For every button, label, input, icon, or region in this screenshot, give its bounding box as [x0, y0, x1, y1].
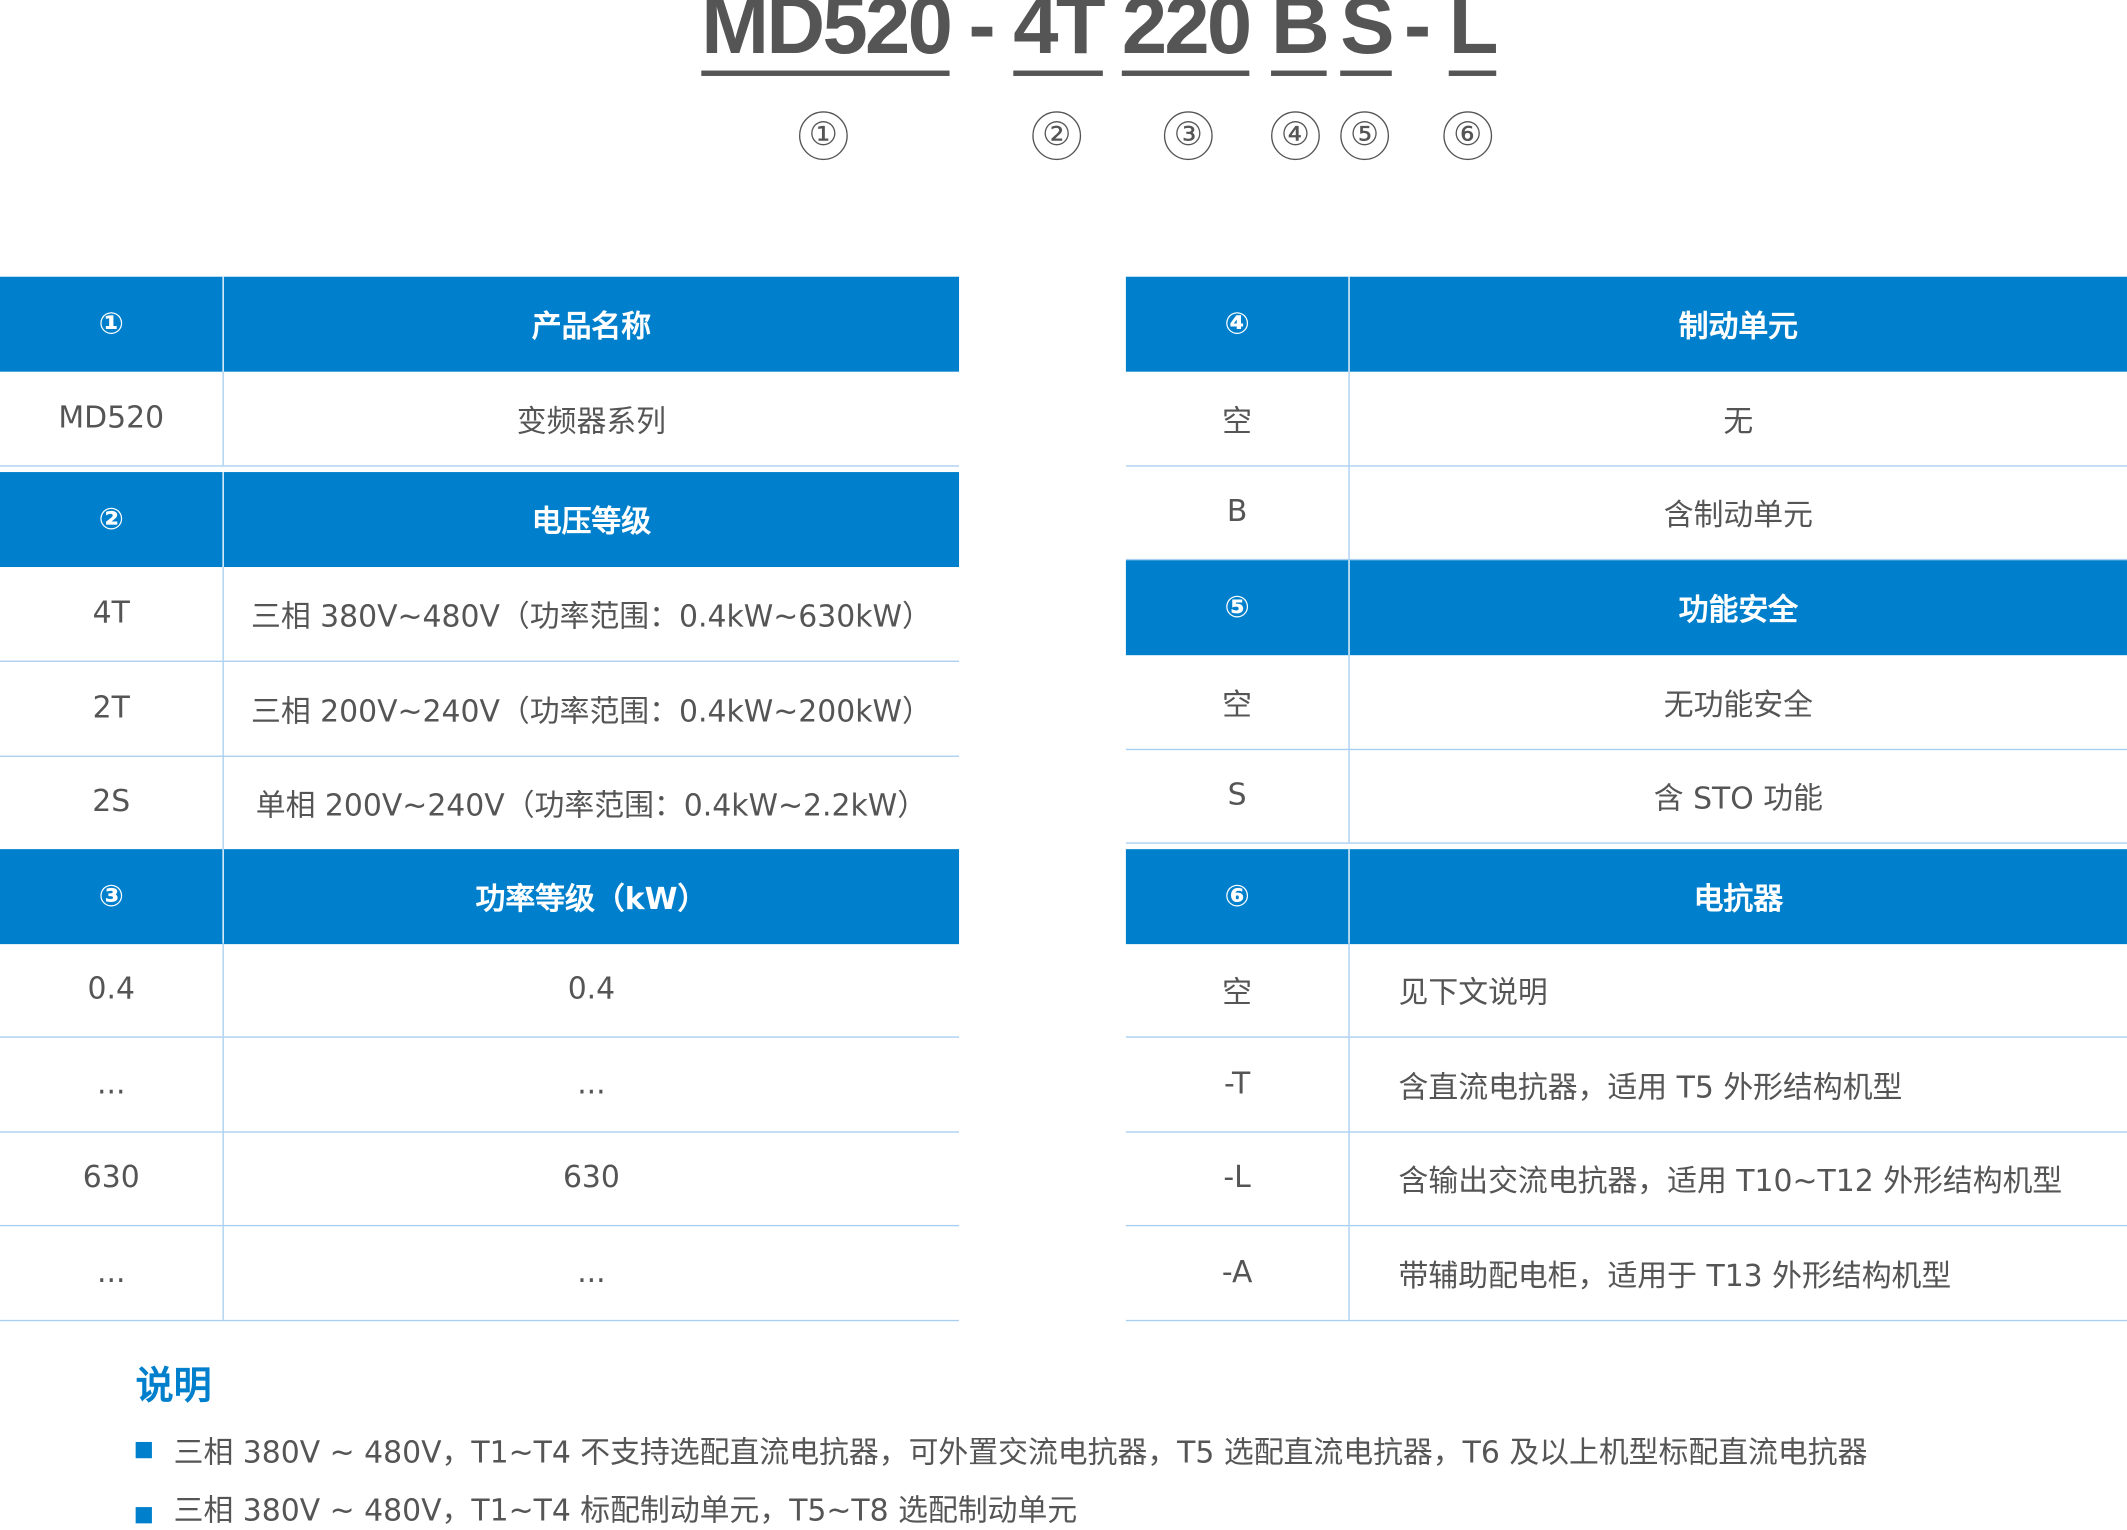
code-value: 空	[1126, 371, 1350, 466]
code-value: 2T	[0, 661, 224, 756]
table-row: 2S 单相 200V~240V（功率范围：0.4kW~2.2kW）	[0, 755, 960, 851]
code-value: 2S	[0, 755, 224, 850]
table-row: -A 带辅助配电柜，适用于 T13 外形结构机型	[1125, 1226, 2127, 1322]
section-number: ③	[0, 849, 224, 945]
description: 单相 200V~240V（功率范围：0.4kW~2.2kW）	[255, 788, 928, 823]
code-dash: -	[1403, 0, 1431, 71]
description: 带辅助配电柜，适用于 T13 外形结构机型	[1398, 1259, 1952, 1294]
description: ...	[577, 1067, 606, 1102]
section-header: ③ 功率等级（kW）	[0, 849, 960, 945]
bullet-square-icon	[135, 1441, 152, 1459]
marker-3: ③	[1163, 111, 1213, 161]
table-row: -T 含直流电抗器，适用 T5 外形结构机型	[1125, 1037, 2127, 1133]
marker-6: ⑥	[1443, 111, 1493, 161]
code-power: 220	[1121, 0, 1252, 76]
table-row: ......	[0, 1226, 960, 1322]
table-row: B 含制动单元	[1125, 465, 2127, 561]
table-row: 2T 三相 200V~240V（功率范围：0.4kW~200kW）	[0, 661, 960, 757]
table-row: 空无	[1125, 371, 2127, 467]
description: 含直流电抗器，适用 T5 外形结构机型	[1398, 1070, 1903, 1105]
section-number: ①	[0, 276, 224, 372]
description: 含输出交流电抗器，适用 T10~T12 外形结构机型	[1398, 1164, 2063, 1199]
section-header: ⑥ 电抗器	[1125, 849, 2127, 945]
code-value: 空	[1126, 655, 1350, 749]
description: 无功能安全	[1663, 688, 1813, 723]
code-brake: B	[1271, 0, 1330, 76]
table-row: ......	[0, 1037, 960, 1133]
section-number: ⑤	[1126, 560, 1350, 656]
model-code: MD520 - 4T 220 B S - L	[0, 0, 2127, 76]
note-item: 三相 380V ~ 480V，T1~T4 标配制动单元，T5~T8 选配制动单元	[135, 1487, 1078, 1530]
note-text: 三相 380V ~ 480V，T1~T4 标配制动单元，T5~T8 选配制动单元	[173, 1494, 1078, 1529]
table-row: 4T 三相 380V~480V（功率范围：0.4kW~630kW）	[0, 567, 960, 662]
code-reactor: L	[1448, 0, 1498, 76]
table-row: 空 见下文说明	[1125, 942, 2127, 1038]
bullet-square-icon	[135, 1507, 152, 1524]
code-series: MD520	[701, 0, 953, 76]
description: 三相 200V~240V（功率范围：0.4kW~200kW）	[250, 695, 932, 730]
section-number: ⑥	[1126, 849, 1350, 945]
code-value: S	[1126, 748, 1350, 843]
section-number: ④	[1126, 276, 1350, 372]
code-value: ...	[0, 1226, 224, 1320]
table-row: -L 含输出交流电抗器，适用 T10~T12 外形结构机型	[1125, 1131, 2127, 1227]
code-value: 0.4	[0, 942, 224, 1037]
section-title: 制动单元	[1678, 310, 1799, 345]
section-number: ②	[0, 472, 224, 568]
description: 含制动单元	[1663, 498, 1813, 533]
code-dash: -	[968, 0, 996, 71]
marker-4: ④	[1271, 111, 1320, 161]
section-header: ⑤ 功能安全	[1125, 560, 2127, 656]
description: 含 STO 功能	[1653, 782, 1823, 816]
code-value: -L	[1126, 1131, 1350, 1225]
section-title: 电压等级	[531, 505, 652, 540]
code-value: 630	[0, 1131, 224, 1225]
table-row: MD520 变频器系列	[0, 371, 960, 467]
marker-5: ⑤	[1340, 111, 1390, 161]
description: ...	[577, 1256, 606, 1291]
marker-2: ②	[1032, 111, 1082, 161]
description: 见下文说明	[1398, 976, 1548, 1010]
description: 无	[1723, 404, 1754, 439]
code-value: B	[1126, 465, 1350, 559]
table-row: S 含 STO 功能	[1125, 748, 2127, 844]
section-title: 产品名称	[531, 310, 652, 345]
table-row: 630 630	[0, 1131, 960, 1227]
section-header: ④ 制动单元	[1125, 276, 2127, 372]
description: 0.4	[567, 972, 616, 1007]
description: 630	[562, 1161, 620, 1196]
description: 变频器系列	[516, 404, 667, 439]
code-safety: S	[1340, 0, 1395, 76]
code-value: MD520	[0, 371, 224, 466]
note-text: 三相 380V ~ 480V，T1~T4 不支持选配直流电抗器，可外置交流电抗器…	[173, 1436, 1868, 1471]
code-value: ...	[0, 1037, 224, 1132]
code-voltage: 4T	[1013, 0, 1106, 76]
description: 三相 380V~480V（功率范围：0.4kW~630kW）	[250, 600, 932, 635]
table-row: 0.4 0.4	[0, 942, 960, 1038]
notes-title: 说明	[135, 1363, 212, 1409]
section-header: ② 电压等级	[0, 472, 960, 568]
section-title: 电抗器	[1693, 883, 1784, 917]
code-value: -A	[1126, 1226, 1350, 1320]
note-item: 三相 380V ~ 480V，T1~T4 不支持选配直流电抗器，可外置交流电抗器…	[135, 1428, 1868, 1471]
table-row: 空 无功能安全	[1125, 655, 2127, 751]
code-value: -T	[1126, 1037, 1350, 1132]
section-header: ① 产品名称	[0, 276, 960, 372]
code-value: 空	[1126, 942, 1350, 1037]
section-title: 功率等级（kW）	[475, 883, 708, 917]
marker-1: ①	[798, 111, 848, 161]
code-value: 4T	[0, 567, 224, 661]
section-title: 功能安全	[1678, 594, 1799, 629]
